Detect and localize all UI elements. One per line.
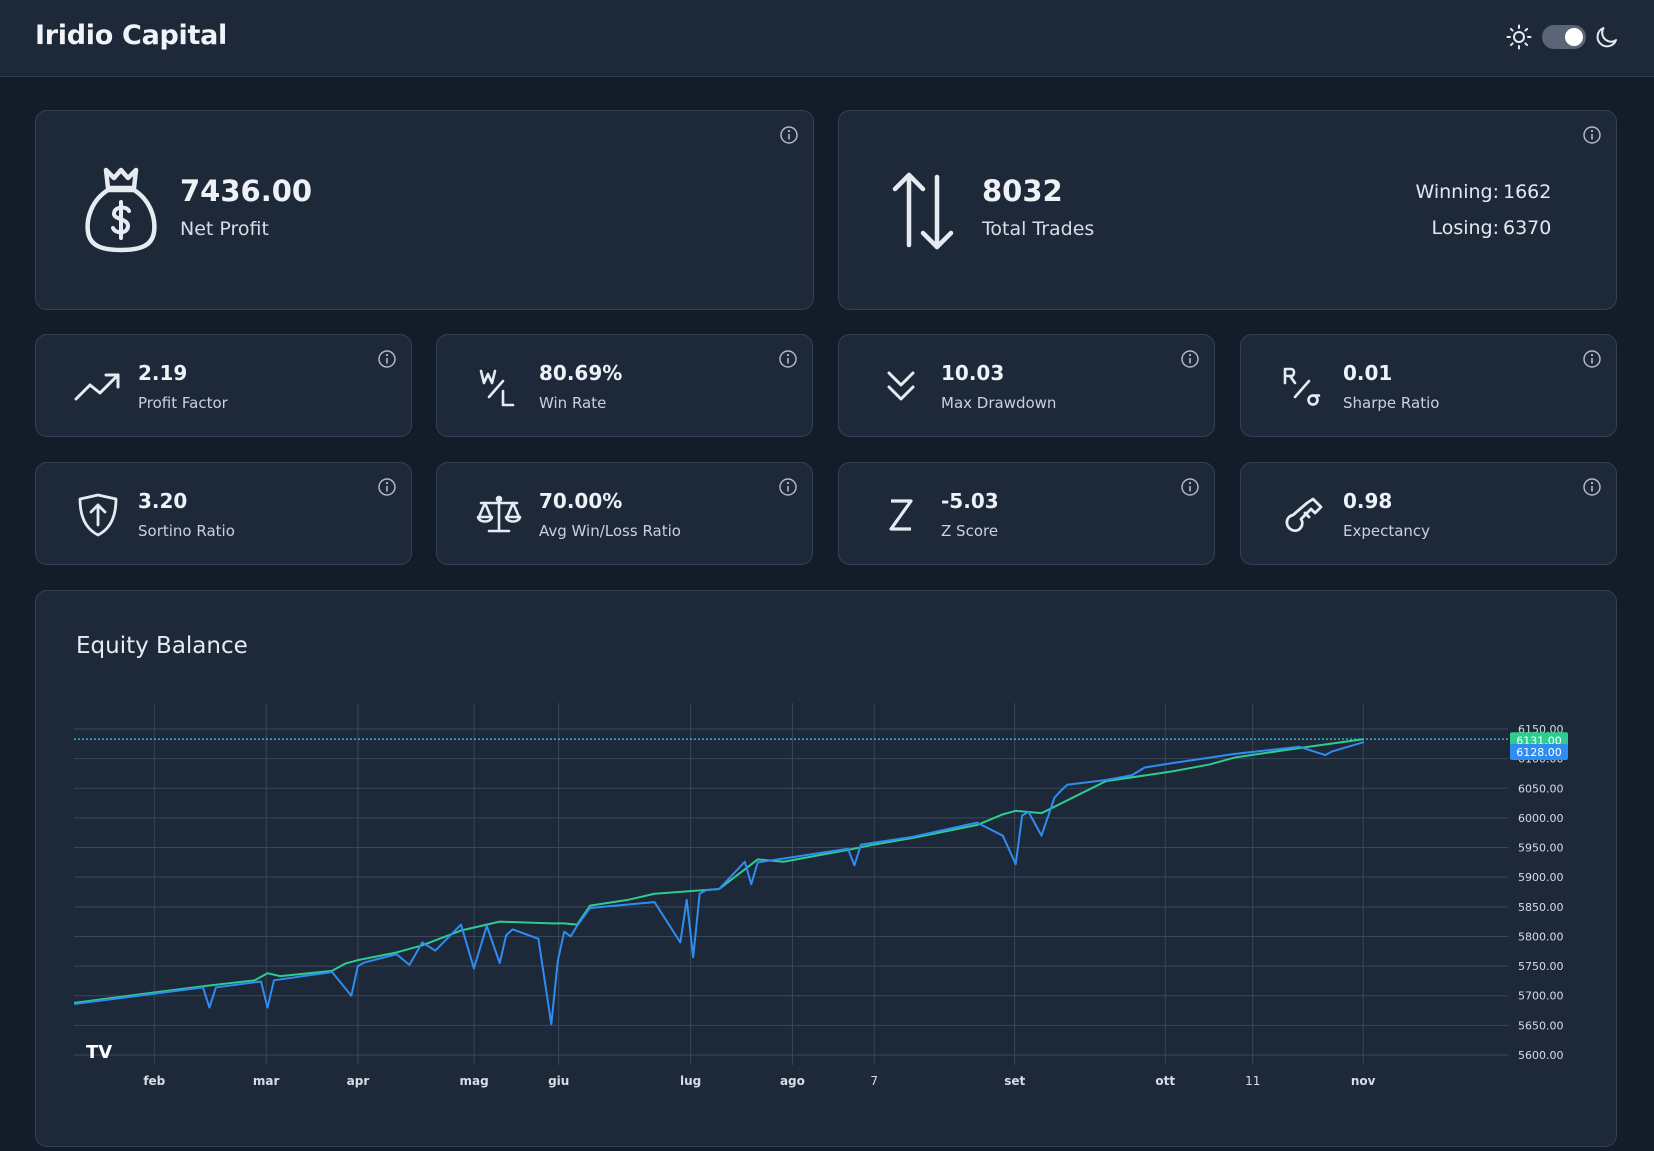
losing-value: 6370 [1503,217,1552,239]
winning-value: 1662 [1503,181,1552,203]
sun-icon [1506,24,1532,50]
losing-label: Losing: [1431,217,1499,239]
info-icon[interactable] [1582,125,1602,145]
sortino-ratio-value: 3.20 [138,489,188,513]
net-profit-card: 7436.00 Net Profit [35,110,814,310]
sortino-ratio-card: 3.20 Sortino Ratio [35,462,412,565]
equity-series-line [74,741,1365,1026]
x-tick-label: nov [1351,1074,1376,1088]
watermark-text: TV [86,1042,112,1063]
chart-title: Equity Balance [76,633,248,659]
max-drawdown-value: 10.03 [941,361,1005,385]
avg-win-loss-label: Avg Win/Loss Ratio [539,522,681,540]
sharpe-ratio-label: Sharpe Ratio [1343,394,1440,412]
net-profit-label: Net Profit [180,218,269,240]
r-sigma-icon [1283,367,1321,406]
y-tick-label: 5850.00 [1518,901,1564,914]
balance-last-value-text: 6131.00 [1516,734,1562,747]
profit-factor-label: Profit Factor [138,394,228,412]
chevrons-down-icon [887,371,915,401]
chart-grid [74,703,1508,1065]
total-trades-card: 8032 Total Trades Winning: 1662 Losing: … [838,110,1617,310]
balance-series-line [74,738,1365,1004]
win-rate-label: Win Rate [539,394,607,412]
info-icon[interactable] [1582,349,1602,369]
expectancy-value: 0.98 [1343,489,1393,513]
sharpe-ratio-value: 0.01 [1343,361,1393,385]
z-score-value: -5.03 [941,489,999,513]
avg-win-loss-value: 70.00% [539,489,623,513]
x-tick-label: 11 [1245,1074,1260,1088]
x-tick-label: set [1004,1074,1025,1088]
net-profit-value: 7436.00 [180,174,313,208]
expectancy-label: Expectancy [1343,522,1431,540]
equity-last-value-label: 6128.00 [1510,744,1568,761]
total-trades-value: 8032 [982,174,1063,208]
up-down-arrows-icon [892,172,954,250]
theme-switch-knob [1565,28,1583,46]
x-tick-label: giu [548,1074,569,1088]
chart-labels: 5600.00 5650.00 5700.00 5750.00 5800.00 5850.… [143,723,1568,1088]
y-tick-label: 5900.00 [1518,871,1564,884]
money-bag-icon [85,167,157,253]
scale-icon [476,495,522,533]
theme-toggle[interactable] [1506,22,1626,54]
y-tick-label: 5950.00 [1518,842,1564,855]
shield-arrow-icon [78,493,118,537]
brand-title: Iridio Capital [35,20,227,51]
info-icon[interactable] [1180,477,1200,497]
x-tick-label: ago [780,1074,805,1088]
y-tick-label: 6000.00 [1518,812,1564,825]
moon-icon [1596,27,1617,48]
trend-up-icon [74,373,120,401]
x-tick-label: lug [680,1074,701,1088]
x-tick-label: 7 [870,1074,878,1088]
x-tick-label: mag [459,1074,488,1088]
y-tick-label: 5650.00 [1518,1019,1564,1032]
win-loss-icon [479,369,515,407]
info-icon[interactable] [778,349,798,369]
info-icon[interactable] [779,125,799,145]
top-bar: Iridio Capital [0,0,1654,77]
info-icon[interactable] [377,349,397,369]
equity-chart[interactable]: 5600.00 5650.00 5700.00 5750.00 5800.00 5850.… [74,703,1594,1123]
max-drawdown-card: 10.03 Max Drawdown [838,334,1215,437]
pipe-icon [1285,497,1323,533]
sharpe-ratio-card: 0.01 Sharpe Ratio [1240,334,1617,437]
sortino-ratio-label: Sortino Ratio [138,522,235,540]
profit-factor-value: 2.19 [138,361,188,385]
expectancy-card: 0.98 Expectancy [1240,462,1617,565]
total-trades-label: Total Trades [982,218,1095,240]
max-drawdown-label: Max Drawdown [941,394,1057,412]
x-tick-label: ott [1155,1074,1175,1088]
y-tick-label: 5700.00 [1518,990,1564,1003]
avg-win-loss-card: 70.00% Avg Win/Loss Ratio [436,462,813,565]
y-tick-label: 6050.00 [1518,782,1564,795]
info-icon[interactable] [778,477,798,497]
win-rate-value: 80.69% [539,361,623,385]
x-tick-label: apr [347,1074,370,1088]
win-rate-card: 80.69% Win Rate [436,334,813,437]
equity-last-value-badge [1510,744,1568,761]
winning-label: Winning: [1415,181,1499,203]
y-tick-label: 5750.00 [1518,960,1564,973]
tradingview-logo: TV [86,1042,112,1063]
z-score-card: -5.03 Z Score [838,462,1215,565]
profit-factor-card: 2.19 Profit Factor [35,334,412,437]
y-tick-label: 5800.00 [1518,930,1564,943]
equity-last-value-text: 6128.00 [1516,746,1562,759]
z-icon [889,499,913,531]
info-icon[interactable] [1180,349,1200,369]
chart-series [74,738,1365,1026]
y-tick-label: 5600.00 [1518,1049,1564,1062]
info-icon[interactable] [1582,477,1602,497]
theme-switch[interactable] [1542,25,1586,49]
x-tick-label: feb [143,1074,165,1088]
equity-balance-card: Equity Balance 5600.00 5650.00 5700.00 5750… [35,590,1617,1147]
info-icon[interactable] [377,477,397,497]
x-tick-label: mar [253,1074,280,1088]
z-score-label: Z Score [941,522,999,540]
